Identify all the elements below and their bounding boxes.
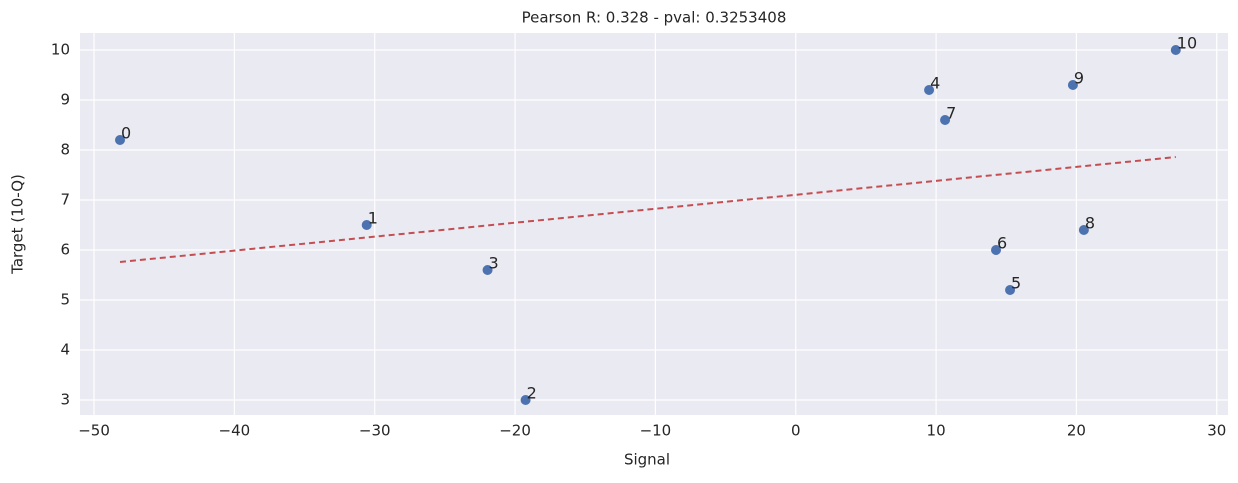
point [361, 220, 372, 230]
point [991, 245, 1002, 255]
plot-area [80, 33, 1228, 415]
point-label: 7 [946, 104, 956, 123]
y-tick-label: 8 [60, 141, 70, 159]
point-label: 1 [368, 209, 378, 228]
point-label: 8 [1085, 214, 1095, 233]
point-label: 10 [1177, 34, 1197, 53]
point [1170, 45, 1181, 55]
point-label: 9 [1074, 69, 1084, 88]
point [114, 135, 125, 145]
point [482, 265, 493, 275]
y-axis-label: Target (10-Q) [9, 174, 27, 275]
x-tick-label: −10 [640, 422, 672, 440]
x-tick-label: −50 [78, 422, 110, 440]
point-label: 4 [930, 74, 940, 93]
y-tick-label: 5 [60, 291, 70, 309]
point [520, 395, 531, 405]
point [940, 115, 951, 125]
point-label: 6 [997, 234, 1007, 253]
x-tick-label: 10 [927, 422, 946, 440]
y-tick-label: 9 [60, 91, 70, 109]
chart-title: Pearson R: 0.328 - pval: 0.3253408 [522, 9, 787, 27]
y-tick-label: 3 [60, 391, 70, 409]
x-tick-label: −30 [359, 422, 391, 440]
point-label: 3 [489, 254, 499, 273]
x-tick-label: 20 [1067, 422, 1086, 440]
x-tick-label: −40 [219, 422, 251, 440]
fit-line [119, 156, 1176, 263]
point [1067, 80, 1078, 90]
point [1005, 285, 1016, 295]
point-label: 2 [527, 384, 537, 403]
x-tick-label: 0 [791, 422, 801, 440]
point [924, 85, 935, 95]
x-tick-label: −20 [499, 422, 531, 440]
x-tick-label: 30 [1207, 422, 1226, 440]
x-axis-label: Signal [624, 451, 670, 469]
y-tick-label: 10 [51, 41, 70, 59]
y-tick-label: 6 [60, 241, 70, 259]
point-label: 5 [1011, 274, 1021, 293]
y-tick-label: 4 [60, 341, 70, 359]
point-label: 0 [121, 124, 131, 143]
point [1078, 225, 1089, 235]
y-tick-label: 7 [60, 191, 70, 209]
